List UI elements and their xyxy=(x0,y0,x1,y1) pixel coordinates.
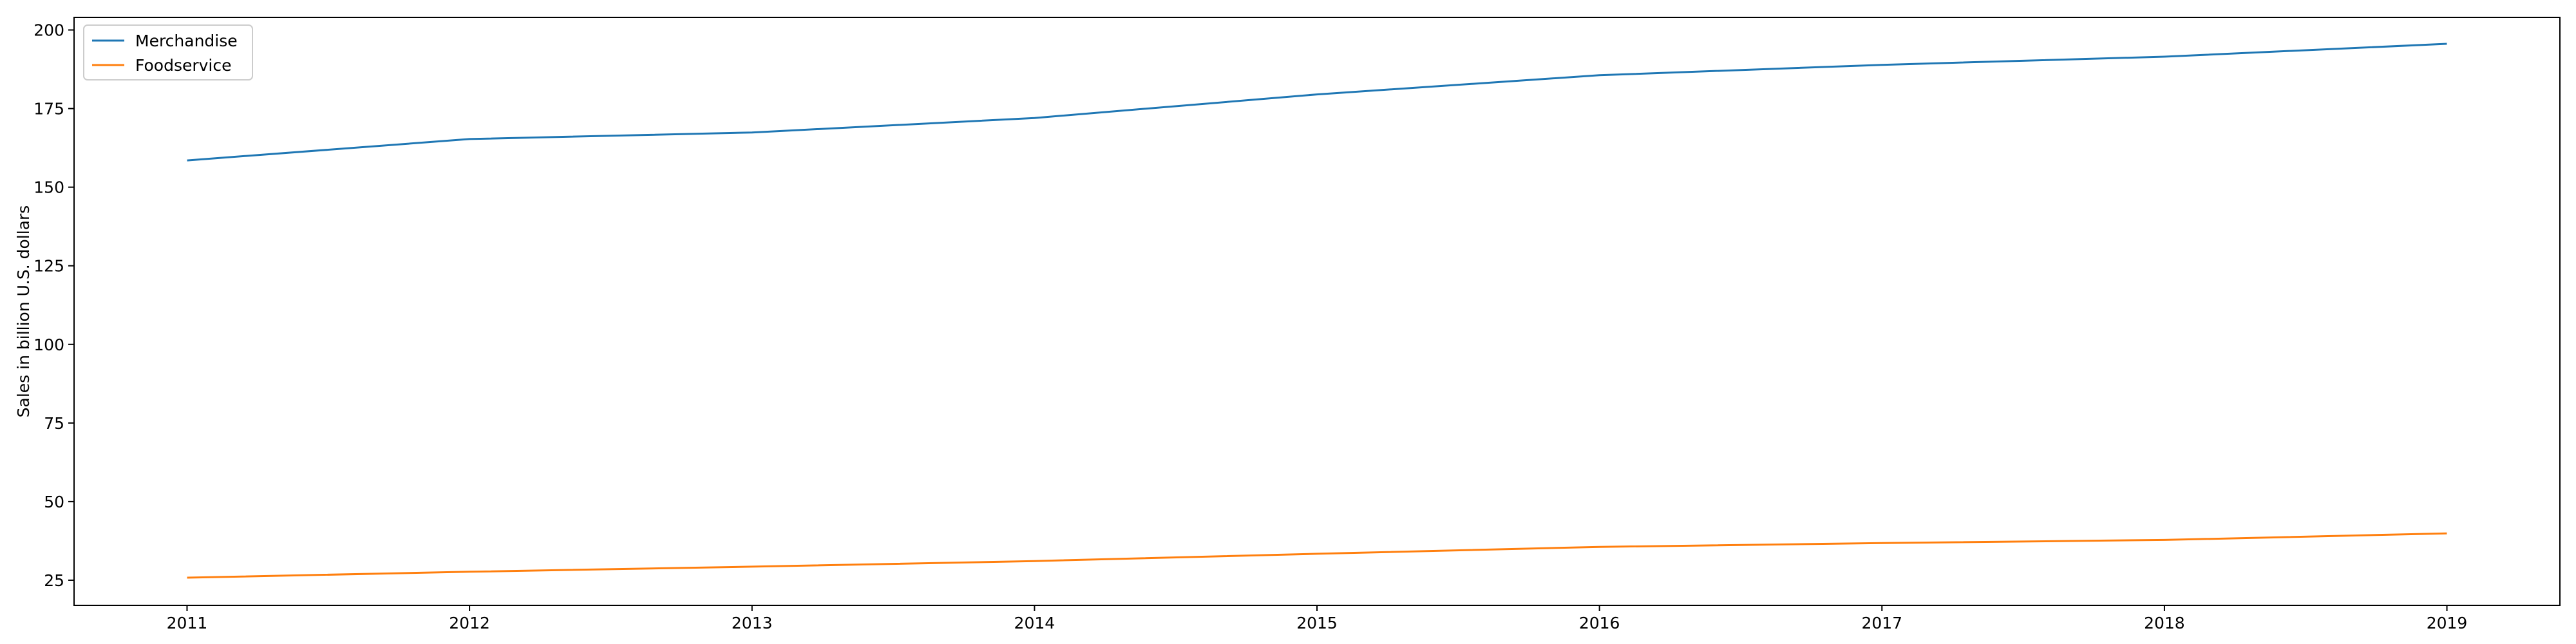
y-tick-label: 100 xyxy=(33,336,64,354)
legend: Merchandise Foodservice xyxy=(83,24,253,80)
legend-label: Merchandise xyxy=(135,32,238,50)
x-tick-label: 2015 xyxy=(1296,614,1338,632)
y-tick-label: 75 xyxy=(44,414,64,433)
x-tick-label: 2012 xyxy=(449,614,490,632)
y-tick-label: 175 xyxy=(33,100,64,118)
legend-label: Foodservice xyxy=(135,56,232,75)
x-tick-label: 2016 xyxy=(1579,614,1620,632)
x-tick-label: 2013 xyxy=(732,614,773,632)
y-tick-label: 200 xyxy=(33,21,64,40)
y-tick-label: 50 xyxy=(44,493,64,511)
x-tick-label: 2017 xyxy=(1861,614,1902,632)
y-axis-label: Sales in billion U.S. dollars xyxy=(14,205,33,418)
x-tick-label: 2011 xyxy=(167,614,208,632)
y-tick-label: 150 xyxy=(33,178,64,197)
axes-frame xyxy=(73,17,2561,606)
y-tick-label: 25 xyxy=(44,571,64,590)
series-line-foodservice xyxy=(187,532,2447,579)
plot-area xyxy=(187,43,2447,579)
legend-box xyxy=(83,24,253,80)
x-tick-label: 2014 xyxy=(1014,614,1056,632)
axes: 2011 2012 2013 2014 2015 2016 2017 2018 2019 25 50… xyxy=(14,17,2561,632)
x-tick-label: 2018 xyxy=(2144,614,2185,632)
y-tick-label: 125 xyxy=(33,257,64,276)
series-line-merchandise xyxy=(187,43,2447,162)
x-tick-label: 2019 xyxy=(2427,614,2468,632)
